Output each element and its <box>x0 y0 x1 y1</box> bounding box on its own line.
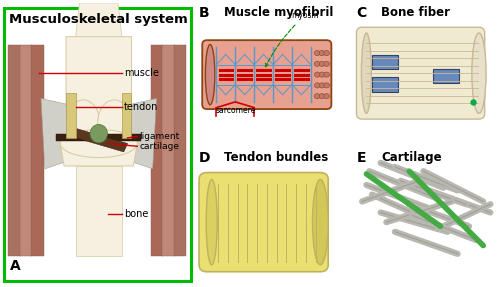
Polygon shape <box>150 45 163 256</box>
Polygon shape <box>20 45 32 256</box>
Ellipse shape <box>206 44 215 105</box>
Polygon shape <box>8 45 21 256</box>
Polygon shape <box>66 127 128 152</box>
Circle shape <box>324 72 330 77</box>
FancyBboxPatch shape <box>199 172 328 272</box>
Ellipse shape <box>60 129 137 158</box>
Circle shape <box>314 61 320 67</box>
FancyBboxPatch shape <box>356 27 484 119</box>
Circle shape <box>319 61 325 67</box>
Polygon shape <box>32 45 44 256</box>
Polygon shape <box>41 98 70 169</box>
Circle shape <box>314 83 320 88</box>
Ellipse shape <box>98 100 130 145</box>
Text: C: C <box>356 6 366 20</box>
Ellipse shape <box>362 33 372 113</box>
Text: B: B <box>199 6 209 20</box>
Polygon shape <box>76 3 122 37</box>
Polygon shape <box>128 98 156 169</box>
FancyBboxPatch shape <box>202 40 332 109</box>
Text: Tendon bundles: Tendon bundles <box>224 150 328 164</box>
Polygon shape <box>174 45 186 256</box>
Text: Bone fiber: Bone fiber <box>380 6 450 19</box>
Polygon shape <box>122 93 132 138</box>
Text: myosin: myosin <box>266 11 318 67</box>
Circle shape <box>319 72 325 77</box>
Text: D: D <box>199 150 210 164</box>
Circle shape <box>324 94 330 99</box>
Polygon shape <box>76 166 122 256</box>
Circle shape <box>319 94 325 99</box>
Text: sarcomere: sarcomere <box>215 106 256 115</box>
Circle shape <box>324 83 330 88</box>
Circle shape <box>319 51 325 56</box>
Circle shape <box>314 51 320 56</box>
Bar <box>372 77 398 92</box>
Ellipse shape <box>206 179 217 265</box>
Text: Musculoskeletal system: Musculoskeletal system <box>10 13 188 26</box>
Ellipse shape <box>472 33 486 113</box>
Text: tendon: tendon <box>124 102 158 112</box>
Text: Cartilage: Cartilage <box>382 150 442 164</box>
Ellipse shape <box>67 100 100 145</box>
Text: bone: bone <box>124 209 148 219</box>
Polygon shape <box>66 93 76 138</box>
Ellipse shape <box>90 125 108 143</box>
Circle shape <box>314 94 320 99</box>
FancyBboxPatch shape <box>4 9 191 281</box>
Circle shape <box>324 61 330 67</box>
Polygon shape <box>66 37 132 127</box>
Text: cartilage: cartilage <box>139 142 179 151</box>
Polygon shape <box>162 45 175 256</box>
Circle shape <box>319 83 325 88</box>
Text: muscle: muscle <box>124 68 159 78</box>
Text: ligament: ligament <box>139 132 179 141</box>
Bar <box>434 69 459 83</box>
Polygon shape <box>60 144 137 166</box>
Text: Muscle myofibril: Muscle myofibril <box>224 6 334 19</box>
Polygon shape <box>56 134 141 141</box>
Ellipse shape <box>312 179 328 265</box>
Text: A: A <box>10 259 21 273</box>
Circle shape <box>314 72 320 77</box>
Circle shape <box>324 51 330 56</box>
Bar <box>372 55 398 69</box>
Text: E: E <box>356 150 366 164</box>
